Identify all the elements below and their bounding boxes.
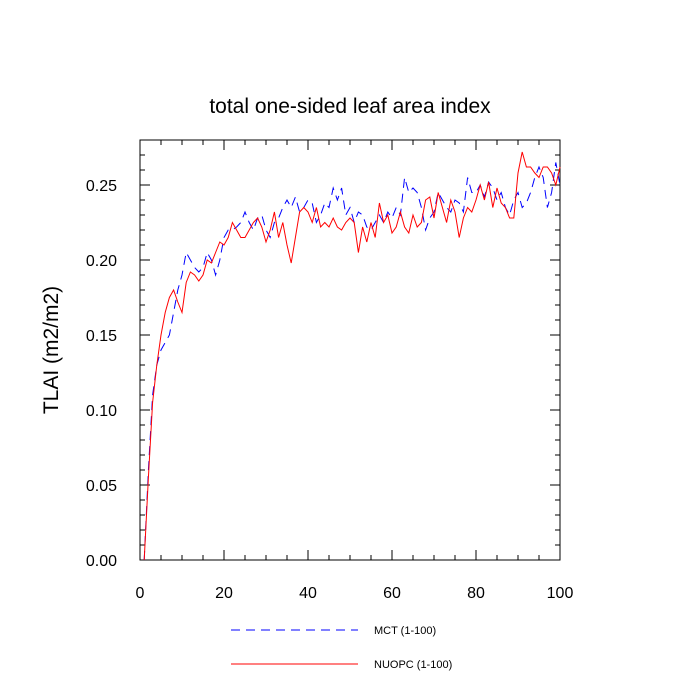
- axis-ticks: [139, 139, 561, 561]
- y-axis-label: TLAI (m2/m2): [40, 286, 63, 414]
- series-lines: [143, 151, 561, 561]
- y-tick-label: 0.10: [86, 403, 117, 420]
- y-tick-label: 0.05: [86, 478, 117, 495]
- x-tick-label: 100: [547, 585, 574, 602]
- x-tick-label: 40: [299, 585, 317, 602]
- y-tick-label: 0.20: [86, 253, 117, 270]
- y-tick-label: 0.25: [86, 178, 117, 195]
- x-tick-label: 20: [215, 585, 233, 602]
- legend: MCT (1-100) NUOPC (1-100): [231, 625, 452, 671]
- x-tick-label: 0: [136, 585, 145, 602]
- legend-label-nuopc: NUOPC (1-100): [374, 659, 452, 671]
- axis-tick-labels: 0 20 40 60 80 100 0.00 0.05 0.10 0.15 0.20 0.25: [86, 178, 574, 602]
- x-tick-label: 80: [467, 585, 485, 602]
- y-tick-label: 0.15: [86, 328, 117, 345]
- chart-title: total one-sided leaf area index: [209, 95, 491, 118]
- plot-frame: [139, 139, 561, 561]
- legend-label-mct: MCT (1-100): [374, 625, 436, 637]
- series-line-mct: [143, 162, 561, 561]
- series-line-nuopc: [143, 151, 561, 561]
- y-tick-label: 0.00: [86, 553, 117, 570]
- x-tick-label: 60: [383, 585, 401, 602]
